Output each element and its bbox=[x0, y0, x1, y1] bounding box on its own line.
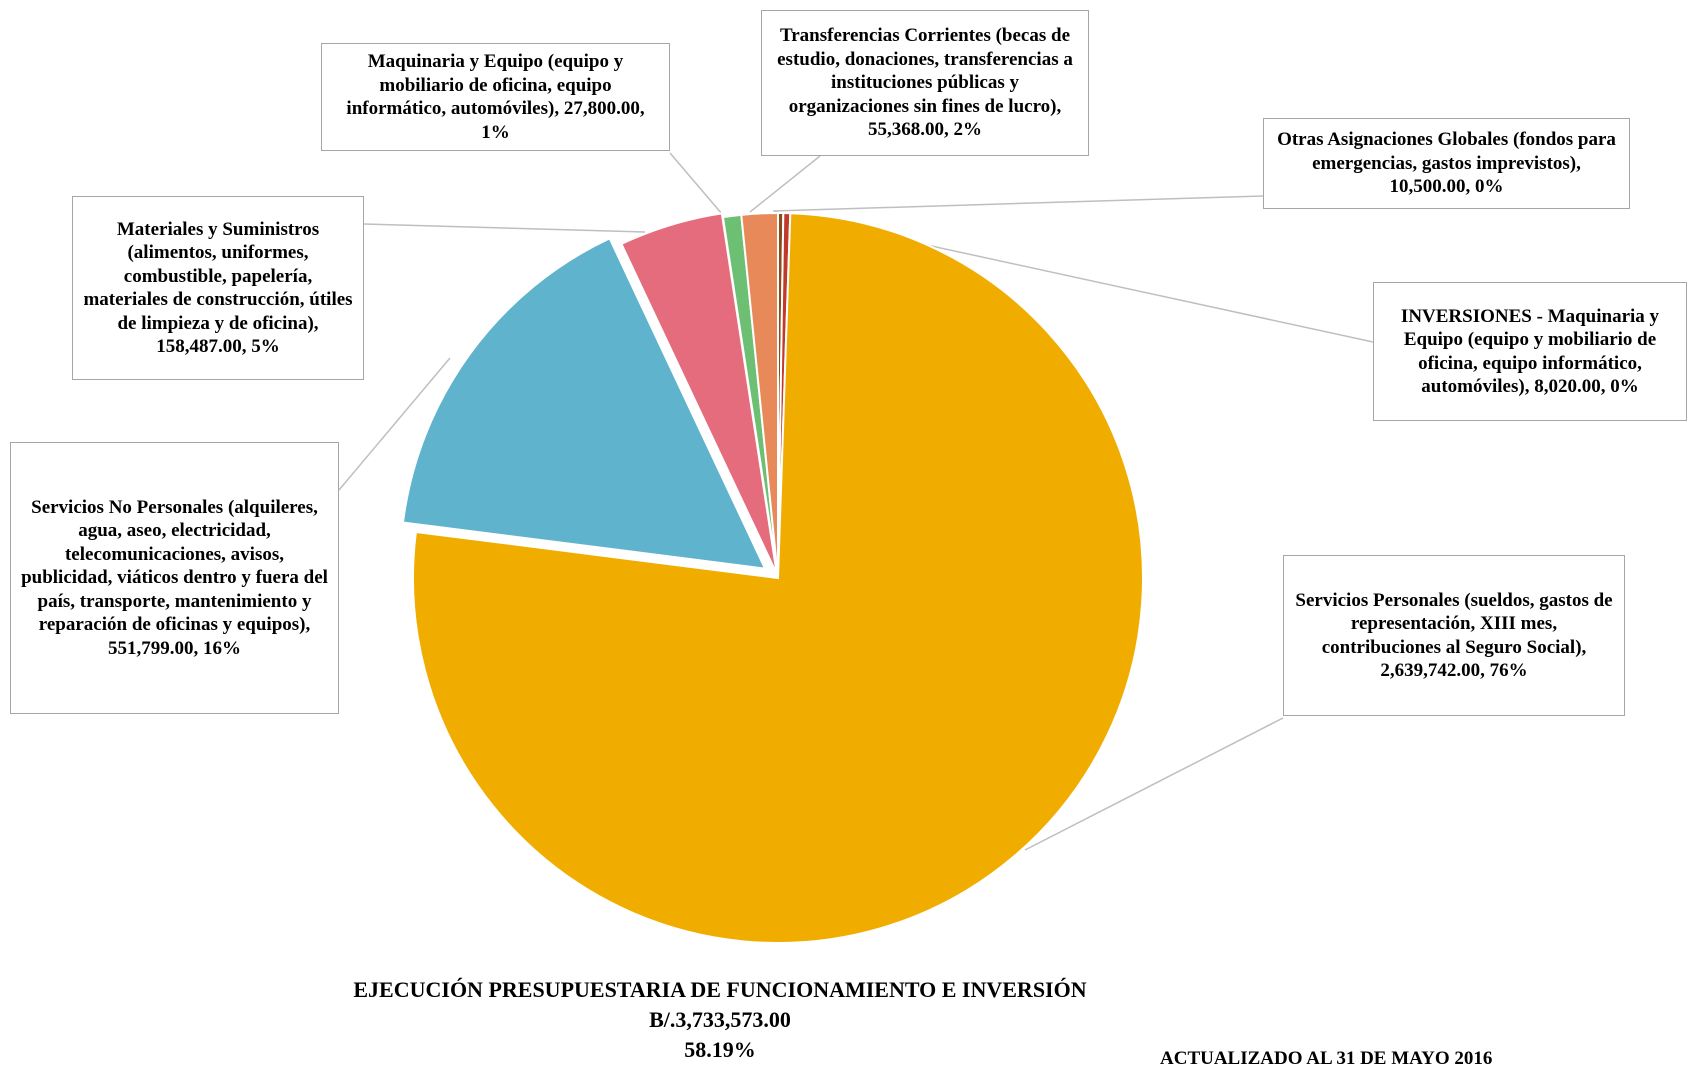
data-label-inversiones: INVERSIONES - Maquinaria y Equipo (equip… bbox=[1373, 282, 1687, 421]
leader-line-2 bbox=[363, 223, 646, 233]
pie-slices bbox=[401, 211, 1144, 944]
pie-slice-1 bbox=[401, 237, 767, 570]
pie-slice-0 bbox=[412, 212, 1144, 944]
updated-date: ACTUALIZADO AL 31 DE MAYO 2016 bbox=[1160, 1048, 1493, 1069]
leader-line-1 bbox=[338, 357, 451, 491]
leader-lines bbox=[338, 152, 1374, 851]
chart-title: EJECUCIÓN PRESUPUESTARIA DE FUNCIONAMIEN… bbox=[353, 977, 1087, 1002]
data-label-transferencias-corrientes: Transferencias Corrientes (becas de estu… bbox=[761, 10, 1089, 156]
chart-total: B/.3,733,573.00 bbox=[649, 1007, 791, 1032]
leader-line-4 bbox=[749, 155, 821, 213]
leader-line-3 bbox=[669, 152, 723, 215]
data-label-servicios-personales: Servicios Personales (sueldos, gastos de… bbox=[1283, 555, 1625, 716]
chart-percent: 58.19% bbox=[684, 1037, 756, 1062]
leader-line-0 bbox=[1024, 717, 1284, 851]
data-label-otras-asignaciones: Otras Asignaciones Globales (fondos para… bbox=[1263, 118, 1630, 209]
data-label-maquinaria-equipo: Maquinaria y Equipo (equipo y mobiliario… bbox=[321, 43, 670, 151]
pie-slice-4 bbox=[740, 211, 779, 579]
leader-line-5 bbox=[772, 195, 1264, 212]
data-label-materiales-suministros: Materiales y Suministros (alimentos, uni… bbox=[72, 196, 364, 380]
pie-slice-2 bbox=[620, 212, 778, 575]
chart-caption: EJECUCIÓN PRESUPUESTARIA DE FUNCIONAMIEN… bbox=[300, 975, 1140, 1065]
data-label-servicios-no-personales: Servicios No Personales (alquileres, agu… bbox=[10, 442, 339, 714]
